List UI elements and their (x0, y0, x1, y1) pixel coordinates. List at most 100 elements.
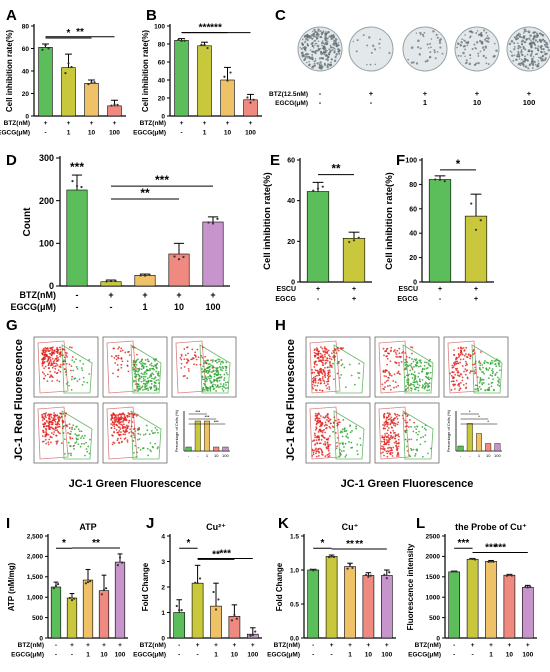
red-event (386, 432, 388, 435)
green-event (351, 429, 353, 432)
red-event (313, 361, 316, 364)
green-event (357, 372, 359, 374)
inset-x-label: 1 (478, 453, 481, 458)
data-point (251, 634, 254, 637)
data-point (70, 599, 74, 602)
red-event (316, 422, 319, 424)
red-event (322, 356, 325, 359)
red-event (114, 416, 117, 419)
red-event (319, 425, 321, 428)
data-point (492, 560, 495, 563)
green-event (137, 446, 140, 449)
red-event (332, 430, 334, 433)
colony-dot (309, 49, 312, 51)
red-event (398, 435, 400, 438)
green-event (204, 375, 207, 378)
green-event (223, 377, 226, 379)
green-event (340, 450, 343, 453)
red-event (405, 413, 407, 415)
red-event (323, 424, 326, 427)
colony-dot (532, 39, 534, 41)
y-tick-label: 40 (22, 68, 30, 75)
red-event (388, 376, 390, 379)
red-event (472, 353, 475, 356)
colony-dot (513, 36, 516, 39)
red-event (386, 357, 389, 360)
colony-dot (515, 58, 518, 61)
red-event (45, 428, 48, 431)
data-point (54, 584, 58, 587)
green-event (207, 371, 210, 373)
red-event (393, 350, 395, 353)
red-event (389, 388, 392, 391)
y-tick-label: 0 (25, 113, 29, 120)
green-event (144, 386, 147, 388)
data-point (200, 43, 203, 46)
red-event (329, 364, 332, 366)
colony-dot (495, 49, 498, 52)
red-event (64, 360, 67, 363)
bar (306, 191, 330, 283)
colony-dot (433, 51, 436, 54)
green-event (497, 380, 500, 383)
colony-dot (519, 64, 522, 66)
colony-dot (326, 40, 329, 43)
green-event (423, 364, 426, 367)
red-event (110, 355, 113, 358)
red-event (321, 362, 324, 364)
flow-plot (443, 336, 509, 398)
green-event (404, 358, 407, 361)
panel-letter-a: A (6, 7, 17, 24)
red-event (54, 365, 57, 367)
colony-dot (303, 46, 305, 49)
flow-plot (33, 336, 99, 398)
red-event (391, 437, 393, 440)
red-event (54, 420, 57, 423)
red-event (320, 346, 322, 349)
red-event (311, 377, 314, 380)
green-event (496, 383, 499, 386)
colony-dot (327, 59, 329, 62)
red-event (70, 369, 72, 372)
red-event (324, 440, 326, 443)
red-event (44, 357, 47, 360)
green-event (216, 379, 219, 382)
red-event (321, 375, 324, 378)
green-event (336, 436, 339, 439)
red-event (320, 369, 323, 372)
green-event (65, 362, 68, 365)
colony-dot (430, 46, 432, 49)
green-event (405, 363, 408, 366)
red-event (463, 370, 465, 373)
red-event (59, 346, 61, 349)
red-event (324, 455, 327, 458)
red-event (396, 455, 398, 457)
data-point (180, 609, 183, 612)
red-event (457, 352, 460, 355)
red-event (204, 355, 207, 358)
green-event (413, 385, 416, 388)
red-event (52, 376, 54, 379)
red-event (120, 363, 123, 366)
data-point (312, 189, 315, 192)
colony-dot (316, 44, 320, 48)
factor-value: - (319, 98, 322, 107)
factor-value: + (44, 120, 48, 127)
red-event (322, 429, 324, 432)
colony-dot (464, 55, 466, 58)
green-event (83, 442, 86, 445)
bar (448, 571, 461, 639)
red-event (469, 357, 472, 360)
red-event (464, 373, 467, 376)
green-event (142, 375, 145, 378)
factor-value: 1 (214, 652, 218, 659)
red-event (409, 419, 411, 421)
red-event (110, 418, 113, 420)
colony-dot (315, 30, 318, 34)
bar (114, 561, 126, 639)
red-event (383, 375, 386, 377)
green-event (204, 368, 207, 371)
red-event (57, 416, 59, 419)
green-event (154, 382, 157, 384)
green-event (135, 360, 137, 363)
